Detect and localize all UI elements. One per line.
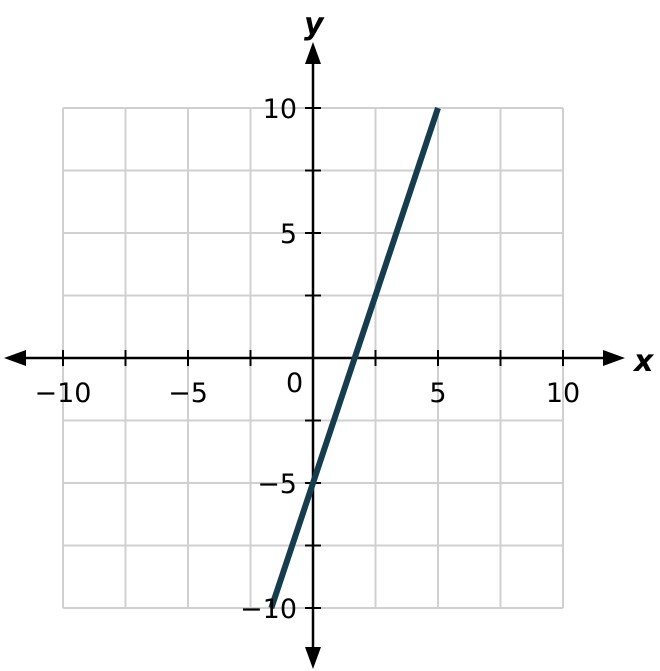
x-tick-label: 5 [429,378,446,409]
y-tick-label: −10 [240,594,297,625]
y-tick-label: −5 [257,469,297,500]
x-axis-right-arrow [603,350,625,366]
x-tick-label: −10 [35,378,92,409]
y-axis-down-arrow [305,647,321,669]
y-tick-label: 10 [263,94,297,125]
tick-labels: −10 −5 5 10 10 5 −5 −10 [35,94,581,625]
origin-label: 0 [286,368,303,399]
x-axis-left-arrow [4,350,26,366]
y-tick-label: 5 [280,219,297,250]
x-tick-label: −5 [168,378,208,409]
axes [4,42,625,669]
tick-marks [62,107,564,609]
y-axis-up-arrow [305,42,321,64]
x-axis-label: x [632,344,655,379]
series [268,107,441,609]
y-axis-label: y [304,7,325,42]
x-tick-label: 10 [546,378,580,409]
series-line [268,107,441,609]
